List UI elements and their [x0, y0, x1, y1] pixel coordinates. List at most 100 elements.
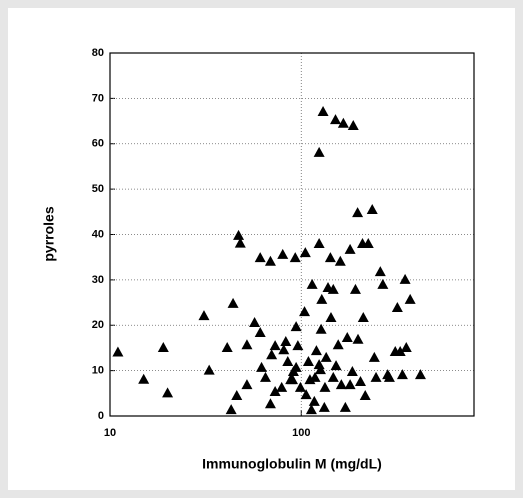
point — [341, 331, 353, 342]
point — [287, 374, 299, 385]
point — [347, 120, 359, 131]
point — [344, 243, 356, 254]
x-tick-label: 10 — [104, 427, 116, 439]
point — [344, 379, 356, 390]
point — [254, 252, 266, 263]
point — [327, 283, 339, 294]
point — [198, 310, 210, 321]
point — [290, 361, 302, 372]
point — [254, 326, 266, 337]
point — [327, 371, 339, 382]
point — [404, 293, 416, 304]
plot-border — [109, 52, 475, 417]
y-tick-label: 60 — [92, 138, 104, 150]
point — [203, 364, 215, 375]
point — [337, 117, 349, 128]
point — [330, 114, 342, 125]
point — [313, 359, 325, 370]
point — [280, 336, 292, 347]
x-tick-label: 100 — [292, 427, 310, 439]
point — [332, 339, 344, 350]
point — [335, 379, 347, 390]
point — [299, 306, 311, 317]
point — [290, 321, 302, 332]
point — [318, 401, 330, 412]
point — [289, 252, 301, 263]
point — [394, 346, 406, 357]
point — [319, 381, 331, 392]
point — [383, 371, 395, 382]
point — [391, 302, 403, 313]
point — [352, 333, 364, 344]
y-tick-label: 50 — [92, 183, 104, 195]
y-axis-label: pyrroles — [41, 206, 57, 261]
point — [112, 346, 124, 357]
point — [234, 237, 246, 248]
y-tick-label: 40 — [92, 228, 104, 240]
y-tick-label: 20 — [92, 319, 104, 331]
point — [400, 341, 412, 352]
y-tick-label: 0 — [98, 410, 104, 422]
y-tick-label: 30 — [92, 274, 104, 286]
point — [374, 266, 386, 277]
point — [302, 356, 314, 367]
panel — [8, 8, 515, 490]
point — [313, 146, 325, 157]
point — [325, 311, 337, 322]
point — [292, 340, 304, 351]
point — [305, 404, 317, 415]
point — [269, 340, 281, 351]
point — [352, 207, 364, 218]
point — [249, 316, 261, 327]
point — [310, 345, 322, 356]
point — [354, 375, 366, 386]
point — [334, 255, 346, 266]
point — [157, 341, 169, 352]
point — [320, 351, 332, 362]
y-tick-label: 10 — [92, 365, 104, 377]
point — [366, 203, 378, 214]
point — [309, 371, 321, 382]
point — [162, 387, 174, 398]
y-tick-label: 70 — [92, 92, 104, 104]
point — [278, 344, 290, 355]
point — [339, 401, 351, 412]
point — [308, 395, 320, 406]
point — [138, 373, 150, 384]
point — [414, 369, 426, 380]
point — [227, 297, 239, 308]
point — [362, 238, 374, 249]
point — [264, 398, 276, 409]
point — [276, 381, 288, 392]
point — [282, 356, 294, 367]
point — [317, 105, 329, 116]
point — [346, 365, 358, 376]
point — [315, 323, 327, 334]
point — [241, 379, 253, 390]
point — [231, 390, 243, 401]
point — [359, 390, 371, 401]
point — [269, 385, 281, 396]
point — [316, 293, 328, 304]
point — [233, 229, 245, 240]
point — [399, 273, 411, 284]
y-tick-label: 80 — [92, 47, 104, 59]
x-axis-label: Immunoglobulin M (mg/dL) — [202, 456, 382, 472]
point — [357, 311, 369, 322]
point — [368, 351, 380, 362]
point — [300, 389, 312, 400]
point — [324, 252, 336, 263]
point — [266, 349, 278, 360]
point — [225, 404, 237, 415]
point — [396, 369, 408, 380]
point — [241, 339, 253, 350]
point — [221, 341, 233, 352]
point — [299, 247, 311, 258]
point — [256, 361, 268, 372]
point — [370, 371, 382, 382]
point — [377, 278, 389, 289]
point — [294, 381, 306, 392]
point — [349, 283, 361, 294]
point — [330, 360, 342, 371]
